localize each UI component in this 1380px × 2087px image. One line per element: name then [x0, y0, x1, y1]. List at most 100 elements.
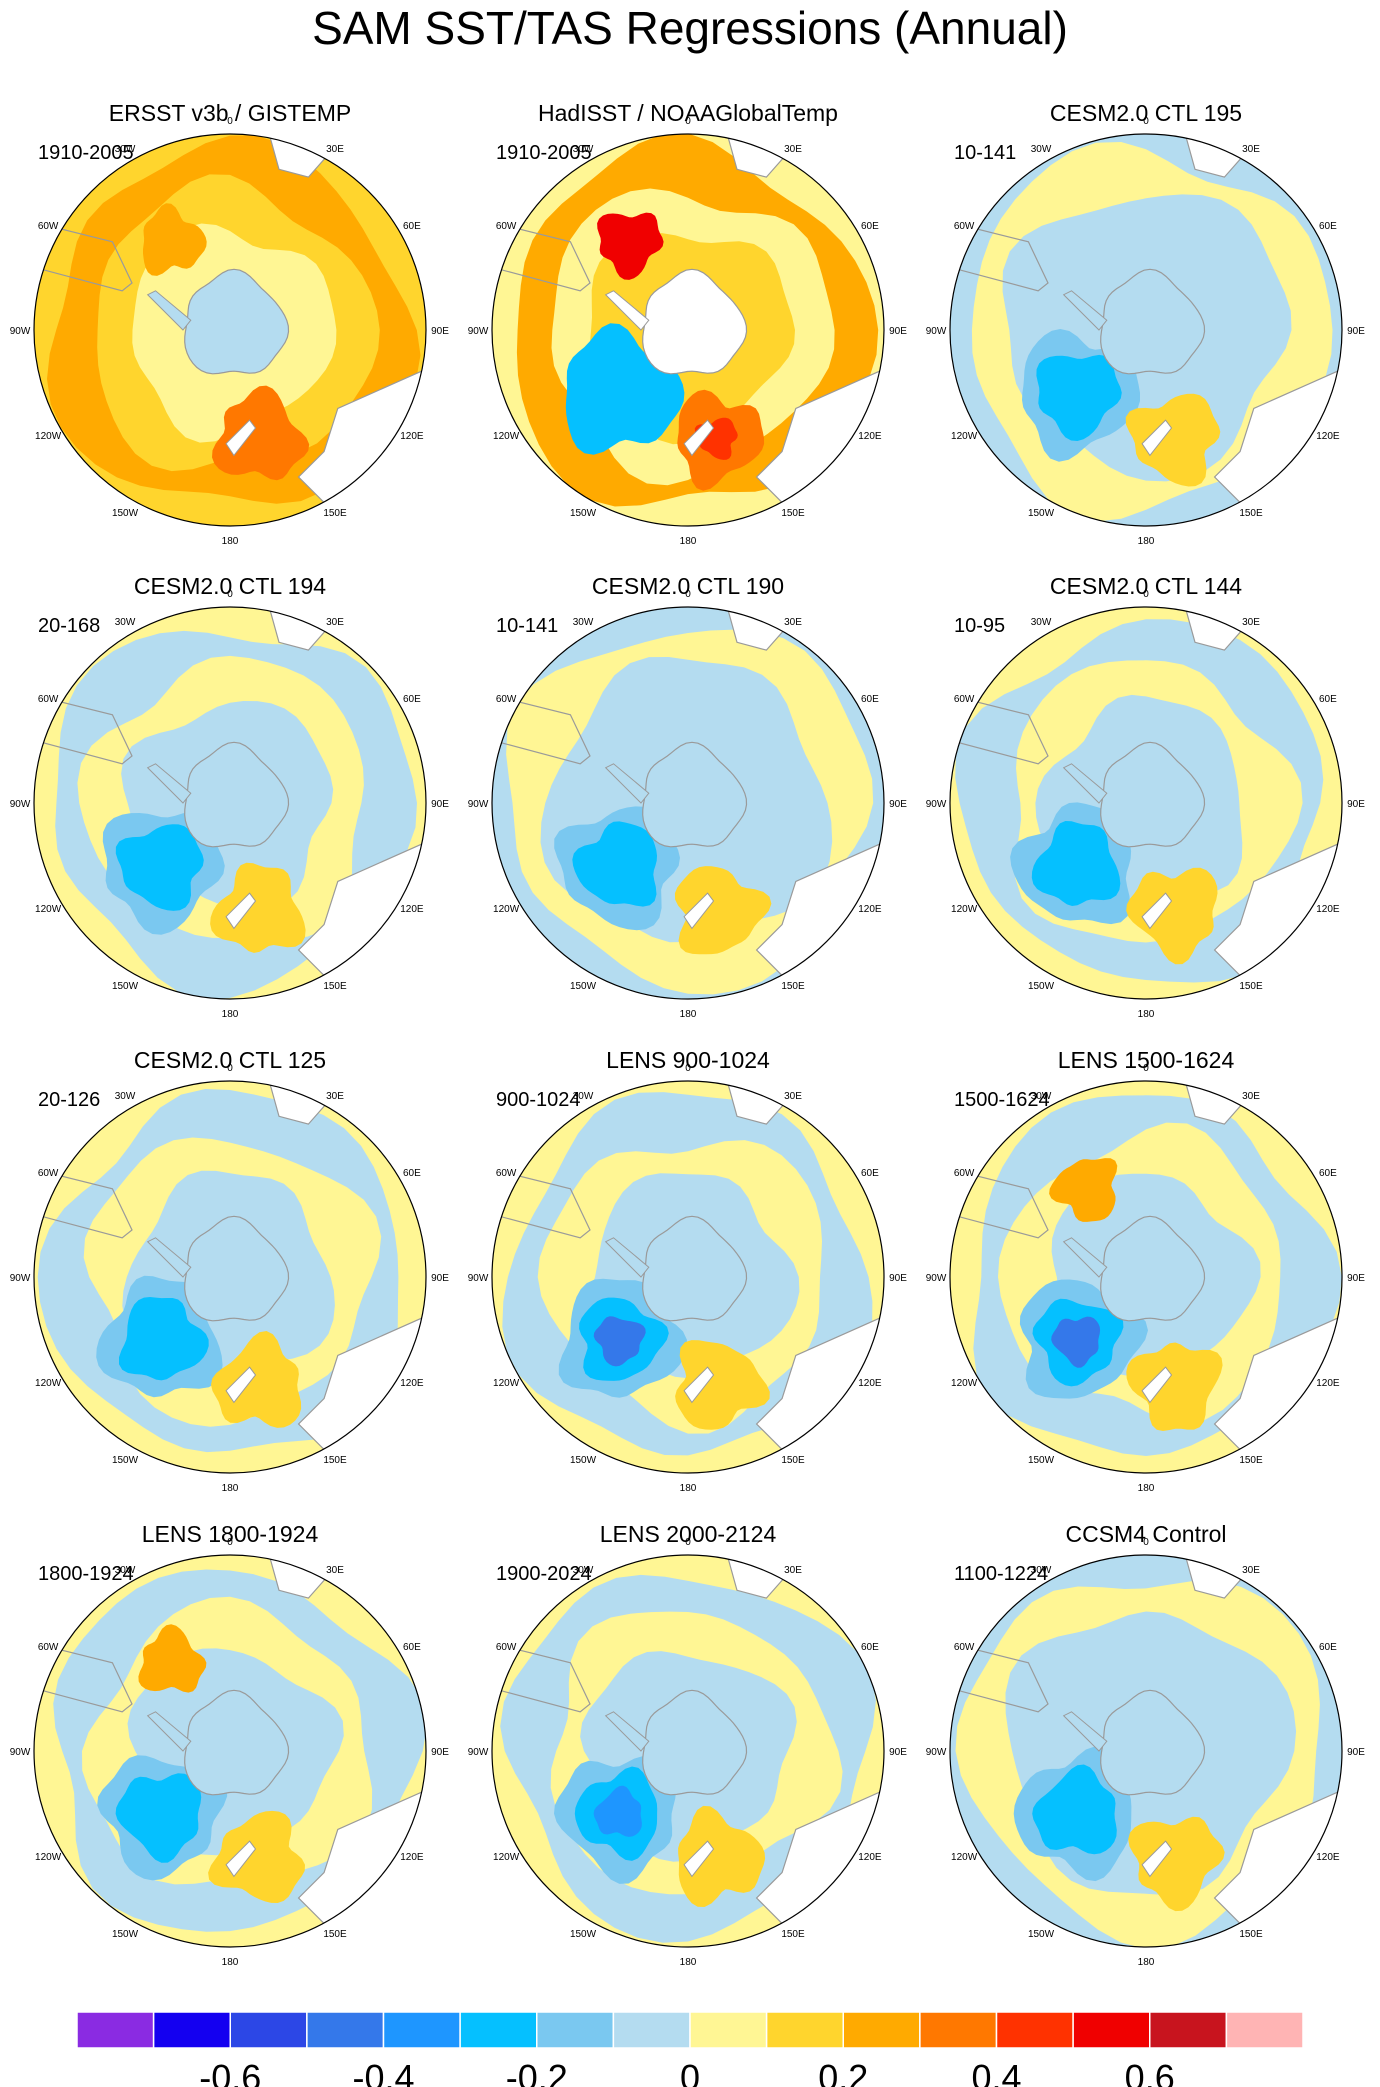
cold-anomaly — [572, 821, 657, 907]
colorbar-tick-label: -0.4 — [352, 2057, 414, 2087]
longitude-label: 90E — [431, 799, 449, 810]
longitude-label: 120W — [35, 431, 62, 442]
longitude-label: 30W — [115, 617, 136, 628]
longitude-label: 90E — [1347, 1747, 1365, 1758]
longitude-label: 150W — [570, 1929, 597, 1940]
longitude-label: 0 — [227, 1537, 233, 1548]
longitude-label: 150E — [1239, 981, 1263, 992]
longitude-label: 90E — [889, 1747, 907, 1758]
longitude-label: 90E — [889, 326, 907, 337]
longitude-label: 90E — [431, 1747, 449, 1758]
longitude-label: 60W — [38, 1168, 59, 1179]
map-border — [491, 1080, 885, 1474]
longitude-label: 180 — [680, 1483, 697, 1494]
warm-anomaly — [210, 862, 306, 953]
colorbar-tick-label: 0.2 — [818, 2057, 868, 2087]
longitude-label: 30E — [784, 1091, 802, 1102]
colorbar-tick-label: -0.6 — [199, 2057, 261, 2087]
longitude-label: 60W — [954, 1642, 975, 1653]
map-panel: CESM2.0 CTL 194 20-168 0 30E 60E 90E 120E 150E 1… — [10, 573, 450, 1020]
colorbar-swatch — [612, 2011, 691, 2049]
longitude-label: 180 — [680, 1957, 697, 1968]
map-panel: LENS 1800-1924 1800-1924 0 30E 60E 90E 120E 150… — [10, 1521, 450, 1968]
new-zealand-coast — [1141, 1840, 1173, 1878]
longitude-label: 150E — [323, 1455, 347, 1466]
longitude-label: 60E — [1319, 1168, 1337, 1179]
warm-anomaly — [138, 1624, 207, 1693]
warm-anomaly — [1126, 867, 1218, 965]
longitude-label: 60W — [496, 1642, 517, 1653]
longitude-label: 0 — [1143, 1537, 1149, 1548]
map-panel: LENS 2000-2124 1900-2024 0 30E 60E 90E 120E 150… — [468, 1521, 908, 1968]
longitude-label: 60E — [1319, 694, 1337, 705]
map-border — [491, 133, 885, 527]
colorbar-tick-label: 0 — [680, 2057, 700, 2087]
longitude-label: 90E — [889, 799, 907, 810]
longitude-label: 0 — [1143, 589, 1149, 600]
map-panel: CESM2.0 CTL 125 20-126 0 30E 60E 90E 120E 150E 1… — [10, 1047, 450, 1494]
longitude-label: 120E — [858, 904, 882, 915]
antarctic-peninsula — [1062, 763, 1108, 804]
regression-field — [950, 607, 1342, 999]
antarctic-peninsula — [146, 763, 192, 804]
longitude-label: 30W — [1031, 144, 1052, 155]
longitude-label: 180 — [1138, 536, 1155, 547]
panel-period: 1910-2005 — [38, 142, 134, 164]
longitude-label: 30E — [784, 617, 802, 628]
longitude-label: 150W — [570, 981, 597, 992]
panel-period: 1910-2005 — [496, 142, 592, 164]
south-america-coast — [950, 1168, 1049, 1239]
cold-anomaly — [1032, 1764, 1117, 1855]
longitude-label: 120W — [951, 1852, 978, 1863]
south-america-coast — [950, 1642, 1049, 1713]
longitude-label: 150E — [1239, 508, 1263, 519]
longitude-label: 150E — [781, 1455, 805, 1466]
longitude-label: 180 — [222, 1483, 239, 1494]
panel-title: HadISST / NOAAGlobalTemp — [538, 100, 838, 126]
longitude-label: 180 — [222, 1009, 239, 1020]
longitude-label: 90W — [10, 799, 31, 810]
longitude-label: 30E — [326, 1091, 344, 1102]
panel-period: 10-95 — [954, 615, 1005, 637]
colorbar-swatch — [919, 2011, 998, 2049]
regression-field — [950, 1081, 1342, 1473]
colorbar-swatch — [842, 2011, 921, 2049]
longitude-label: 150W — [112, 1929, 139, 1940]
panel-title: LENS 2000-2124 — [600, 1521, 777, 1547]
longitude-label: 0 — [685, 116, 691, 127]
warm-anomaly — [208, 1810, 305, 1903]
longitude-label: 90E — [889, 1273, 907, 1284]
new-zealand-coast — [683, 892, 715, 930]
panel-period: 1500-1624 — [954, 1089, 1050, 1111]
longitude-label: 120E — [400, 1852, 424, 1863]
warm-anomaly — [678, 1805, 766, 1907]
longitude-label: 90W — [926, 799, 947, 810]
panel-title: CESM2.0 CTL 195 — [1050, 100, 1242, 126]
panel-title: CESM2.0 CTL 190 — [592, 573, 784, 599]
panel-period: 900-1024 — [496, 1089, 581, 1111]
longitude-label: 60W — [496, 1168, 517, 1179]
map-border — [949, 133, 1343, 527]
map-panel: CESM2.0 CTL 144 10-95 0 30E 60E 90E 120E 150E 18… — [926, 573, 1366, 1020]
longitude-label: 150E — [1239, 1455, 1263, 1466]
new-zealand-coast — [1141, 1366, 1173, 1404]
map-panel: ERSST v3b / GISTEMP 1910-2005 0 30E 60E 90E 12… — [10, 100, 450, 547]
longitude-label: 120E — [400, 431, 424, 442]
panel-title: LENS 900-1024 — [606, 1047, 770, 1073]
longitude-label: 0 — [685, 1063, 691, 1074]
longitude-label: 30E — [784, 1565, 802, 1576]
longitude-label: 60W — [496, 694, 517, 705]
new-zealand-coast — [225, 419, 257, 457]
colorbar-swatch — [765, 2011, 845, 2049]
longitude-label: 150W — [1028, 1455, 1055, 1466]
longitude-label: 60W — [954, 221, 975, 232]
new-zealand-coast — [225, 892, 257, 930]
warm-anomaly — [597, 212, 664, 280]
colorbar-swatch — [76, 2011, 155, 2049]
new-zealand-coast — [683, 1840, 715, 1878]
longitude-label: 180 — [1138, 1957, 1155, 1968]
longitude-label: 90W — [10, 326, 31, 337]
warm-anomaly — [212, 385, 310, 481]
